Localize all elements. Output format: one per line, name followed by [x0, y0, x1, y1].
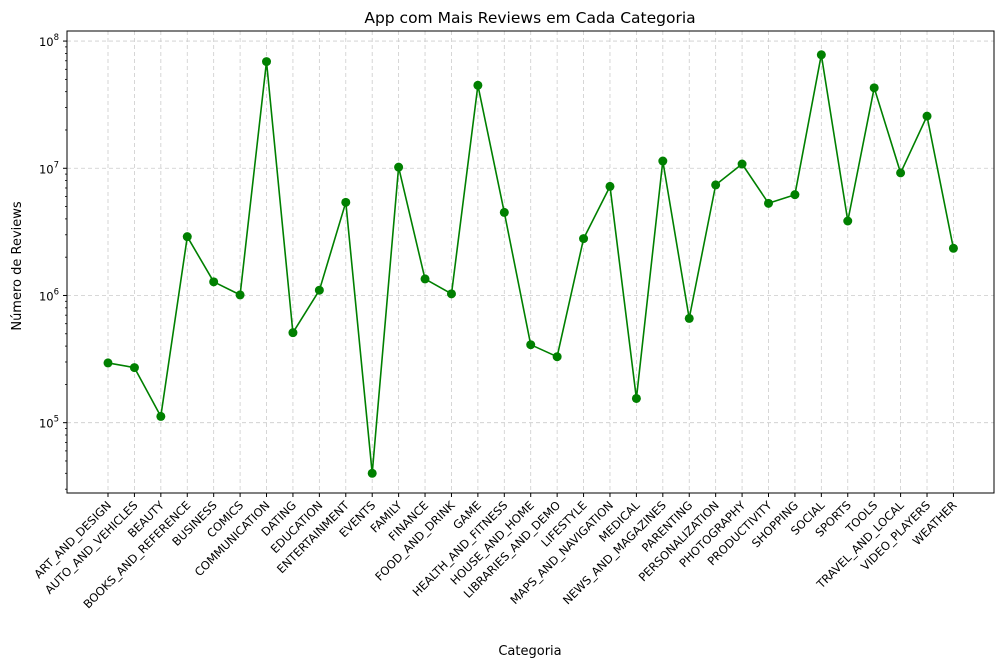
data-point: [446, 289, 456, 299]
data-point: [922, 111, 932, 121]
data-point: [262, 57, 272, 67]
y-tick-label: 105: [39, 415, 59, 431]
axis-ticks: ART_AND_DESIGNAUTO_AND_VEHICLESBEAUTYBOO…: [31, 33, 959, 611]
data-point: [394, 162, 404, 172]
data-point: [631, 393, 641, 403]
data-point: [420, 274, 430, 284]
data-point: [526, 340, 536, 350]
data-point: [816, 50, 826, 60]
data-point: [869, 83, 879, 93]
y-tick-label: 107: [39, 160, 59, 176]
data-point: [129, 363, 139, 373]
data-point: [209, 277, 219, 287]
data-point: [341, 197, 351, 207]
data-point: [473, 80, 483, 90]
x-axis-label: Categoria: [498, 644, 561, 659]
data-point: [314, 285, 324, 295]
data-point: [658, 156, 668, 166]
data-point: [737, 159, 747, 169]
y-tick-label: 108: [39, 33, 59, 49]
data-point: [367, 468, 377, 478]
data-point: [764, 198, 773, 208]
data-point: [684, 313, 694, 323]
data-point: [499, 207, 509, 217]
y-tick-label: 106: [39, 287, 59, 303]
y-axis-label: Número de Reviews: [10, 201, 25, 331]
data-point: [182, 232, 192, 242]
series-reviews: [103, 50, 958, 478]
data-point: [103, 358, 113, 368]
data-point: [948, 243, 958, 253]
data-point: [235, 290, 245, 300]
data-point: [843, 216, 853, 226]
data-point: [156, 411, 166, 421]
grid-lines: [67, 31, 994, 493]
data-point: [896, 168, 906, 178]
data-point: [552, 352, 562, 362]
data-point: [605, 181, 615, 191]
data-point: [288, 328, 298, 338]
chart-title: App com Mais Reviews em Cada Categoria: [364, 9, 695, 27]
data-point: [790, 190, 800, 200]
data-point: [579, 234, 589, 244]
data-point: [711, 180, 721, 190]
